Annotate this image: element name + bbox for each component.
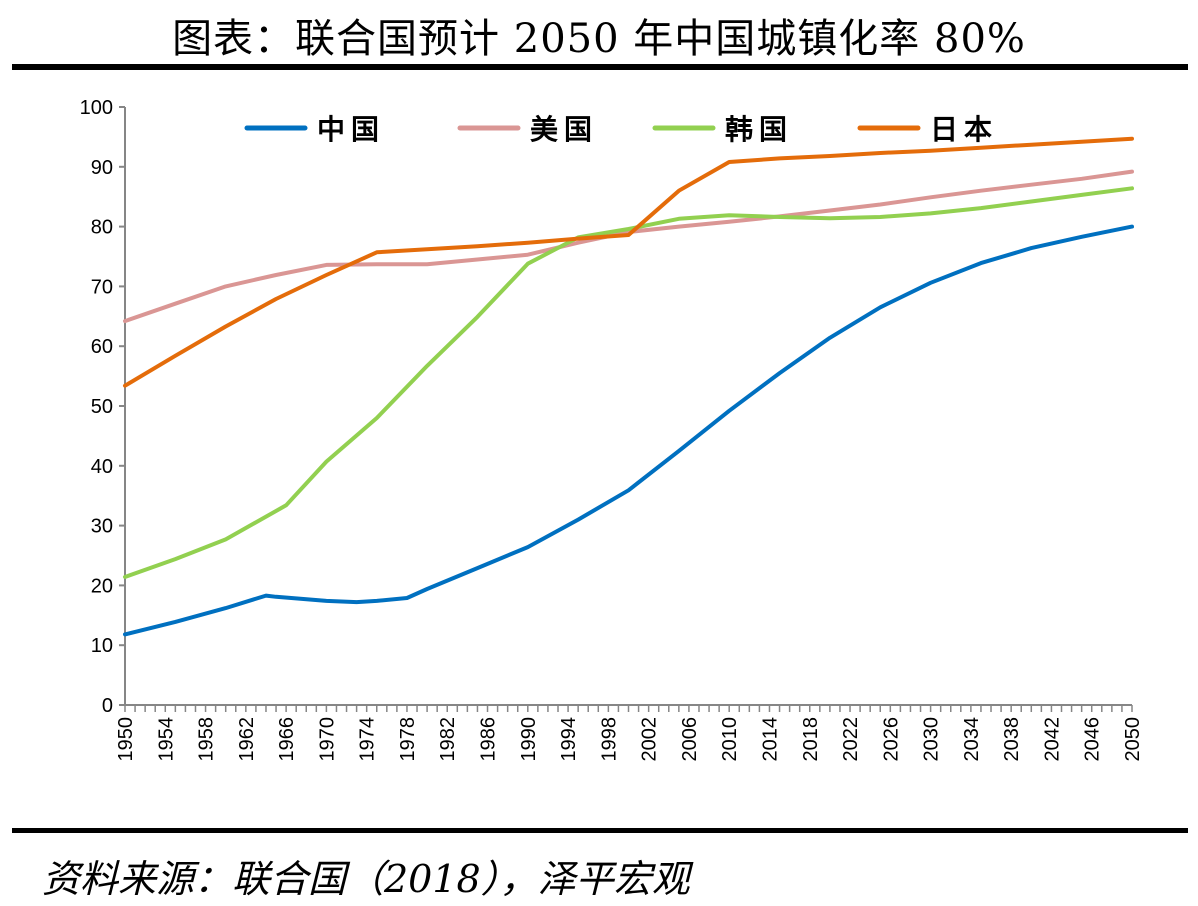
legend-label: 日本: [930, 113, 998, 146]
series-line-2: [123, 169, 1134, 324]
x-tick-label: 2038: [1001, 717, 1023, 762]
legend-item: 美国: [457, 113, 598, 146]
bottom-rule: [12, 828, 1188, 833]
x-tick-label: 2006: [679, 717, 701, 762]
x-tick-label: 1962: [236, 717, 258, 762]
legend-label: 中国: [317, 113, 385, 146]
x-tick-label: 1994: [558, 717, 580, 762]
x-tick-label: 2002: [639, 717, 661, 762]
chart-title: 图表：联合国预计 2050 年中国城镇化率 80%: [172, 16, 1026, 62]
series-line-3: [123, 186, 1134, 579]
legend-item: 中国: [244, 113, 385, 146]
y-tick-label: 70: [91, 276, 113, 298]
y-tick-label: 40: [91, 456, 113, 478]
x-tick-label: 1950: [115, 717, 137, 762]
legend-item: 日本: [857, 113, 998, 146]
y-tick-label: 10: [91, 635, 113, 657]
y-tick-label: 100: [80, 97, 113, 119]
x-tick-label: 2034: [961, 717, 983, 762]
x-tick-label: 2014: [759, 717, 781, 762]
x-tick-label: 2010: [719, 717, 741, 762]
series-line-4: [123, 136, 1134, 388]
y-tick-label: 90: [91, 157, 113, 179]
x-tick-label: 1998: [598, 717, 620, 762]
x-tick-label: 1954: [155, 717, 177, 762]
legend-label: 韩国: [725, 113, 793, 146]
x-tick-label: 1970: [316, 717, 338, 762]
legend-label: 美国: [530, 113, 598, 146]
x-tick-label: 2030: [921, 717, 943, 762]
y-tick-label: 60: [91, 336, 113, 358]
x-tick-label: 2050: [1122, 717, 1144, 762]
y-tick-label: 50: [91, 396, 113, 418]
x-tick-label: 1958: [196, 717, 218, 762]
x-tick-label: 1966: [276, 717, 298, 762]
y-tick-label: 80: [91, 217, 113, 239]
y-tick-label: 20: [91, 575, 113, 597]
x-tick-label: 2046: [1082, 717, 1104, 762]
x-tick-label: 1986: [478, 717, 500, 762]
x-tick-label: 1978: [397, 717, 419, 762]
y-tick-label: 0: [102, 695, 113, 717]
x-tick-label: 1974: [357, 717, 379, 762]
x-tick-label: 2022: [840, 717, 862, 762]
x-tick-label: 1990: [518, 717, 540, 762]
series-line-1: [123, 224, 1134, 637]
y-tick-label: 30: [91, 516, 113, 538]
top-rule: [12, 64, 1188, 70]
x-tick-label: 2042: [1041, 717, 1063, 762]
x-tick-label: 2018: [800, 717, 822, 762]
source-note: 资料来源：联合国（2018），泽平宏观: [42, 857, 690, 901]
x-tick-label: 1982: [437, 717, 459, 762]
legend-item: 韩国: [652, 113, 793, 146]
x-tick-label: 2026: [880, 717, 902, 762]
